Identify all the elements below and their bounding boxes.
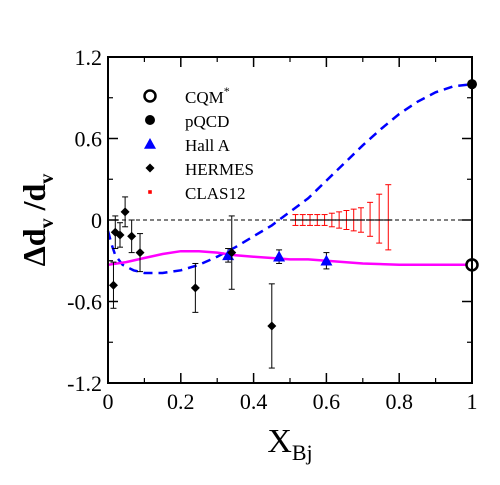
hermes-point: [190, 283, 200, 293]
legend-text-pqcd: pQCD: [185, 112, 229, 131]
legend-label-clas12: CLAS12: [185, 184, 245, 203]
pqcd-curve-line: [106, 82, 473, 275]
hermes-point: [120, 207, 130, 217]
legend-text-halla: Hall A: [185, 136, 231, 155]
plot-layer: [106, 79, 479, 369]
y-axis-label-sub1: v: [36, 218, 58, 228]
axis-titles: XBj Δdv /dv: [16, 174, 313, 465]
halla-point: [273, 250, 286, 262]
axes-layer: 0 0.2 0.4 0.6 0.8 1 1.2 0.6 0 -0.6 -1.2: [67, 45, 477, 414]
legend: CQM* pQCD Hall A HERMES CLAS12: [143, 84, 254, 203]
x-axis-label: XBj: [267, 423, 312, 465]
hermes-point: [227, 248, 237, 258]
hermes-point: [127, 231, 137, 241]
halla-point: [320, 254, 333, 266]
y-tick-label: 0: [91, 208, 102, 233]
x-tick-label: 0: [103, 389, 114, 414]
x-tick-label: 0.2: [167, 389, 195, 414]
legend-label-pqcd: pQCD: [185, 112, 229, 131]
legend-marker-halla: [144, 138, 156, 149]
legend-marker-pqcd: [145, 115, 155, 125]
x-tick-label: 0.8: [385, 389, 413, 414]
legend-text-hermes: HERMES: [185, 160, 254, 179]
legend-superscript-cqm: *: [224, 84, 230, 98]
hermes-point: [108, 280, 118, 290]
y-axis-label-part2: /d: [16, 184, 52, 219]
x-tick-label: 0.4: [240, 389, 268, 414]
y-tick-label: -1.2: [67, 371, 102, 396]
cqm-curve-line: [107, 249, 472, 267]
y-tick-label: 0.6: [75, 127, 103, 152]
legend-label-halla: Hall A: [185, 136, 231, 155]
legend-text-cqm: CQM: [185, 88, 224, 107]
x-axis-label-main: X: [267, 423, 292, 460]
x-tick-label: 0.6: [313, 389, 341, 414]
x-axis-label-sub: Bj: [292, 440, 313, 465]
hermes-point: [267, 321, 277, 331]
legend-marker-clas12: [148, 190, 152, 194]
y-axis-label: Δdv /dv: [16, 174, 58, 267]
halla-point: [222, 249, 235, 261]
legend-marker-cqm: [143, 89, 157, 103]
y-axis-label-part1: Δd: [16, 228, 52, 266]
hermes-point: [135, 248, 145, 258]
y-tick-label: -0.6: [67, 290, 102, 315]
legend-text-clas12: CLAS12: [185, 184, 245, 203]
legend-label-cqm: CQM*: [185, 84, 230, 107]
x-tick-label: 1: [467, 389, 478, 414]
hermes-point: [115, 230, 125, 240]
y-tick-label: 1.2: [75, 45, 103, 70]
y-axis-label-sub2: v: [36, 174, 58, 184]
legend-marker-hermes: [145, 163, 155, 173]
legend-label-hermes: HERMES: [185, 160, 254, 179]
